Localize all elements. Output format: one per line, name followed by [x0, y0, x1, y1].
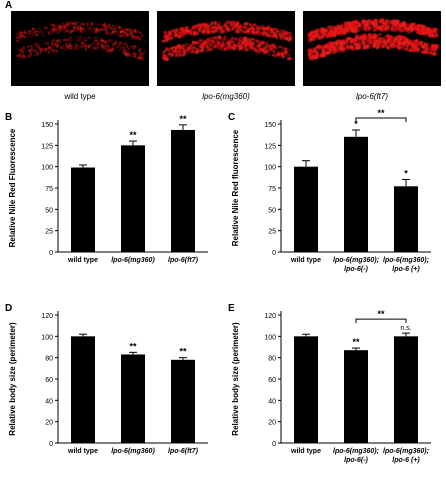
x-tick-label: lpo-6(-)	[344, 266, 368, 273]
y-tick-label: 100	[41, 334, 53, 341]
image-caption-wild-type: wild type	[64, 92, 96, 101]
significance-mark: n.s.	[400, 325, 411, 332]
y-tick-label: 25	[45, 229, 53, 236]
y-axis-label: Relative body size (perimeter)	[231, 322, 240, 436]
panel-a-label: A	[5, 0, 13, 11]
y-tick-label: 20	[268, 420, 276, 427]
panel-label: C	[228, 112, 235, 123]
y-tick-label: 120	[41, 313, 53, 320]
bar	[121, 354, 145, 443]
bar	[171, 129, 195, 252]
x-tick-label: lpo-6 (+)	[392, 457, 420, 464]
worm-image-lpo6-ft7	[303, 11, 441, 86]
x-tick-label: lpo-6(mg360);	[383, 257, 429, 264]
bracket-significance-mark: **	[377, 108, 385, 118]
bar	[294, 166, 318, 252]
y-tick-label: 50	[268, 207, 276, 214]
y-tick-label: 0	[272, 250, 276, 257]
y-tick-label: 120	[264, 313, 276, 320]
bar	[121, 145, 145, 252]
x-tick-label: wild type	[290, 257, 321, 264]
image-caption-lpo6-ft7: lpo-6(ft7)	[355, 92, 388, 101]
y-tick-label: 150	[41, 122, 53, 129]
x-tick-label: lpo-6(mg360)	[111, 257, 155, 264]
chart-d: D 0 20 40 60 80 100 120 Relative body size (peri…	[5, 303, 208, 455]
x-tick-label: lpo-6(mg360)	[111, 448, 155, 455]
x-tick-label: lpo-6(-)	[344, 457, 368, 464]
panel-label: D	[5, 303, 12, 314]
bar	[344, 136, 368, 252]
y-axis-label: Relative Nile Red fluorescence	[231, 129, 240, 246]
significance-mark: **	[179, 347, 187, 357]
bar	[171, 359, 195, 443]
chart-b: B 0 25 50 75 100 125 150 Relative Nile Red Fluor…	[5, 112, 208, 264]
y-tick-label: 0	[49, 250, 53, 257]
y-tick-label: 20	[45, 420, 53, 427]
comparison-bracket	[355, 117, 407, 122]
panel-label: B	[5, 112, 12, 123]
y-tick-label: 60	[268, 377, 276, 384]
y-axis-label: Relative body size (perimeter)	[8, 322, 17, 436]
bar	[394, 336, 418, 443]
x-tick-label: lpo-6(mg360);	[383, 448, 429, 455]
bar	[71, 167, 95, 252]
comparison-bracket	[355, 318, 407, 324]
image-caption-lpo6-mg360: lpo-6(mg360)	[202, 92, 250, 101]
y-tick-label: 75	[268, 186, 276, 193]
y-tick-label: 100	[264, 334, 276, 341]
y-tick-label: 60	[45, 377, 53, 384]
bar	[344, 350, 368, 443]
significance-mark: **	[352, 337, 360, 347]
y-tick-label: 125	[264, 143, 276, 150]
bar	[394, 186, 418, 252]
y-tick-label: 80	[45, 356, 53, 363]
bar	[71, 336, 95, 443]
y-tick-label: 0	[272, 441, 276, 448]
x-tick-label: wild type	[67, 448, 98, 455]
y-tick-label: 80	[268, 356, 276, 363]
y-tick-label: 150	[264, 122, 276, 129]
y-tick-label: 25	[268, 229, 276, 236]
y-tick-label: 125	[41, 143, 53, 150]
y-tick-label: 0	[49, 441, 53, 448]
significance-mark: *	[404, 168, 408, 178]
significance-mark: **	[129, 341, 137, 351]
chart-c: C 0 25 50 75 100 125 150 Relative Nile Red fluor…	[228, 108, 431, 273]
x-tick-label: lpo-6(ft7)	[168, 257, 199, 264]
y-tick-label: 100	[41, 165, 53, 172]
y-tick-label: 100	[264, 165, 276, 172]
y-tick-label: 50	[45, 207, 53, 214]
chart-e: E 0 20 40 60 80 100 120 Relative body size (peri…	[228, 303, 431, 464]
worm-image-wild-type	[11, 11, 149, 86]
bar	[294, 336, 318, 443]
significance-mark: **	[179, 114, 187, 124]
x-tick-label: lpo-6 (+)	[392, 266, 420, 273]
x-tick-label: wild type	[67, 257, 98, 264]
x-tick-label: lpo-6(mg360);	[333, 257, 379, 264]
y-axis-label: Relative Nile Red Fluorescence	[8, 128, 17, 247]
x-tick-label: lpo-6(mg360);	[333, 448, 379, 455]
x-tick-label: wild type	[290, 448, 321, 455]
y-tick-label: 40	[268, 398, 276, 405]
panel-label: E	[228, 303, 235, 314]
significance-mark: **	[129, 130, 137, 140]
worm-image-lpo6-mg360	[157, 11, 295, 86]
significance-mark: *	[354, 119, 358, 129]
y-tick-label: 40	[45, 398, 53, 405]
x-tick-label: lpo-6(ft7)	[168, 448, 199, 455]
y-tick-label: 75	[45, 186, 53, 193]
bracket-significance-mark: **	[377, 309, 385, 319]
